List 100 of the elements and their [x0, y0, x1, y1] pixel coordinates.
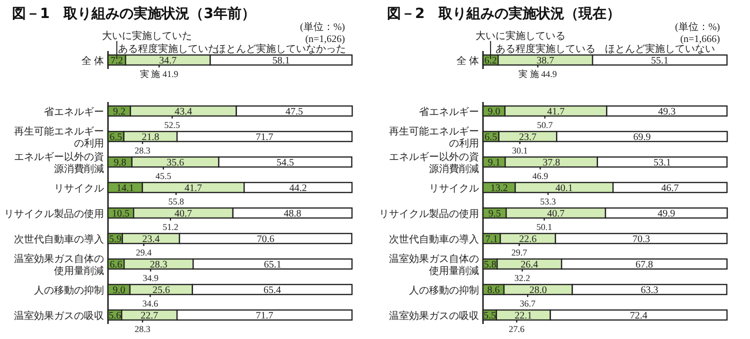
- data-label: 25.6: [152, 285, 170, 296]
- data-label: 55.1: [651, 56, 669, 66]
- y-tick-label: リサイクル製品の使用: [379, 208, 479, 220]
- text: (n=1,666): [680, 34, 720, 45]
- y-tick-label: 人の移動の抑制: [34, 284, 104, 296]
- data-label: 40.1: [555, 183, 573, 194]
- annotation: 28.3: [134, 324, 151, 334]
- data-label: 28.3: [150, 260, 168, 270]
- data-label: 70.3: [632, 234, 650, 245]
- annotation: 30.1: [512, 146, 528, 156]
- annotation: 32.2: [514, 273, 530, 283]
- data-label: 9.1: [488, 158, 500, 168]
- annotation: 29.7: [511, 248, 528, 258]
- data-label: 46.7: [661, 183, 679, 194]
- chart-title: 図－1 取り組みの実施状況（3年前）: [12, 5, 256, 22]
- data-label: 9.8: [114, 158, 126, 168]
- data-label: 48.8: [284, 208, 302, 220]
- data-label: 72.4: [630, 310, 648, 322]
- data-label: 71.7: [256, 132, 274, 143]
- data-label: 14.1: [116, 183, 134, 194]
- annotation: 45.5: [156, 171, 172, 181]
- y-tick-label: 人の移動の抑制: [409, 284, 479, 296]
- data-label: 43.4: [174, 106, 192, 118]
- data-label: 69.9: [633, 132, 651, 143]
- annotation: 実 施 44.9: [518, 69, 558, 79]
- series-label: ある程度実施している: [495, 43, 596, 55]
- data-label: 63.3: [640, 285, 658, 296]
- data-label: 26.4: [520, 260, 538, 270]
- data-label: 35.6: [166, 158, 184, 168]
- data-label: 65.4: [263, 285, 281, 296]
- y-tick-label: 再生可能エネルギーの利用: [14, 126, 104, 150]
- y-tick-label: リサイクル製品の使用: [4, 208, 104, 220]
- data-label: 40.7: [174, 208, 192, 220]
- y-tick-label: リサイクル: [54, 184, 104, 194]
- data-label: 23.7: [519, 132, 537, 143]
- annotation: 50.7: [536, 120, 554, 130]
- y-tick-label: 省エネルギー: [419, 106, 479, 118]
- series-label: ほとんど実施していない: [604, 43, 715, 55]
- data-label: 10.5: [112, 208, 130, 220]
- y-tick-label: 次世代自動車の導入: [14, 234, 104, 246]
- data-label: 9.0: [112, 285, 126, 296]
- data-label: 9.0: [488, 106, 500, 118]
- data-label: 47.5: [286, 106, 304, 118]
- annotation: 29.4: [136, 248, 152, 258]
- annotation: 実 施 41.9: [140, 69, 179, 79]
- text: (n=1,626): [305, 34, 345, 45]
- annotation: 46.9: [532, 171, 549, 181]
- series-label: 大いに実施していた: [102, 30, 192, 42]
- chart-title: 図－2 取り組みの実施状況（現在）: [387, 5, 621, 22]
- data-label: 22.6: [519, 234, 537, 245]
- data-label: 21.8: [142, 132, 160, 143]
- data-label: 49.3: [658, 106, 676, 118]
- annotation: 27.6: [508, 324, 526, 334]
- y-tick-label: 再生可能エネルギーの利用: [389, 126, 479, 150]
- data-label: 41.7: [547, 106, 565, 118]
- series-label: ほとんど実施していなかった: [216, 43, 346, 55]
- text: (単位：%): [300, 21, 345, 33]
- data-label: 5.6: [108, 310, 122, 322]
- annotation: 51.2: [162, 222, 178, 232]
- data-label: 65.1: [264, 260, 282, 270]
- data-label: 28.0: [529, 285, 547, 296]
- data-label: 22.1: [514, 310, 532, 322]
- y-tick-label: 温室効果ガスの吸収: [14, 310, 104, 322]
- data-label: 5.9: [108, 234, 122, 245]
- y-tick-label: 全 体: [456, 55, 479, 67]
- data-label: 34.7: [159, 56, 177, 66]
- data-label: 23.4: [142, 234, 160, 245]
- data-label: 40.7: [547, 208, 565, 220]
- data-label: 8.6: [487, 285, 500, 296]
- annotation: 53.3: [540, 196, 556, 206]
- data-label: 6.2: [484, 56, 497, 66]
- y-tick-label: リサイクル: [429, 184, 479, 194]
- annotation: 36.7: [520, 298, 536, 308]
- series-label: ある程度実施していた: [118, 43, 218, 55]
- annotation: 34.9: [142, 273, 159, 283]
- data-label: 13.2: [490, 183, 508, 194]
- annotation: 50.1: [536, 222, 552, 232]
- data-label: 70.6: [256, 234, 274, 245]
- data-label: 67.8: [636, 260, 654, 270]
- annotation: 52.5: [164, 120, 181, 130]
- annotation: 55.8: [168, 196, 184, 206]
- data-label: 9.2: [112, 106, 126, 118]
- data-label: 5.8: [484, 260, 496, 270]
- data-label: 38.7: [536, 56, 554, 66]
- y-tick-label: 温室効果ガスの吸収: [389, 310, 479, 322]
- y-tick-label: エネルギー以外の資源消費削減: [14, 151, 104, 175]
- data-label: 71.7: [256, 310, 274, 322]
- data-label: 41.7: [184, 183, 202, 194]
- annotation: 34.6: [142, 298, 159, 308]
- data-label: 53.1: [653, 158, 671, 168]
- y-tick-label: 温室効果ガス自体の使用量削減: [14, 253, 104, 277]
- y-tick-label: 次世代自動車の導入: [389, 234, 479, 246]
- series-label: 大いに実施している: [476, 30, 566, 42]
- data-label: 5.5: [483, 310, 496, 322]
- data-label: 44.2: [289, 183, 307, 194]
- data-label: 58.1: [272, 56, 290, 66]
- data-label: 54.5: [276, 158, 294, 168]
- data-label: 6.6: [110, 260, 122, 270]
- y-tick-label: 温室効果ガス自体の使用量削減: [389, 253, 479, 277]
- data-label: 9.5: [488, 208, 501, 220]
